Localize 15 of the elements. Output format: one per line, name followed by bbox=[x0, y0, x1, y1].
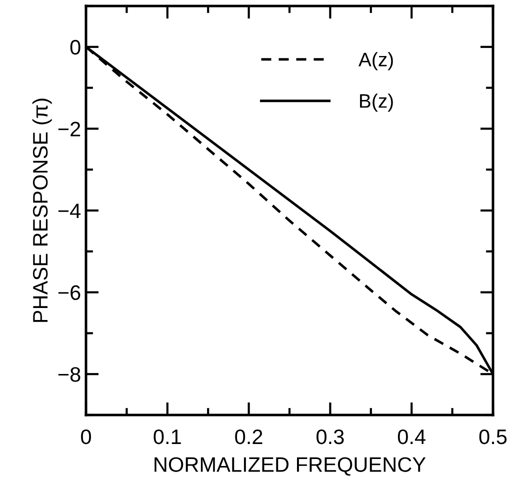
legend-label: A(z) bbox=[358, 52, 393, 70]
y-tick-label: −6 bbox=[58, 285, 80, 300]
y-tick-label: −8 bbox=[58, 367, 80, 382]
x-axis-title: NORMALIZED FREQUENCY bbox=[154, 457, 426, 476]
y-tick-label: −4 bbox=[58, 204, 81, 218]
legend-label: B(z) bbox=[360, 94, 393, 112]
x-tick-label: 0.5 bbox=[479, 429, 507, 444]
y-axis-title: PHASE RESPONSE (π) bbox=[32, 98, 52, 322]
x-tick-label: 0 bbox=[81, 429, 91, 444]
x-tick-label: 0.1 bbox=[154, 429, 181, 444]
x-tick-label: 0.4 bbox=[398, 429, 426, 444]
x-tick-label: 0.2 bbox=[235, 429, 262, 444]
y-tick-label: 0 bbox=[70, 40, 80, 55]
y-tick-label: −2 bbox=[58, 122, 80, 136]
x-tick-label: 0.3 bbox=[316, 429, 344, 444]
